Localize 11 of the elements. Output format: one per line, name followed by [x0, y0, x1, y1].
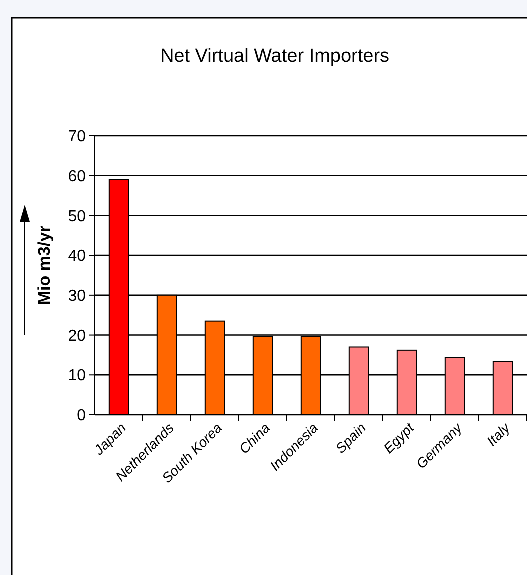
- y-tick-label: 50: [68, 208, 86, 226]
- y-tick-label: 70: [68, 128, 86, 146]
- y-tick-label: 20: [68, 328, 86, 345]
- chart-title: Net Virtual Water Importers: [160, 46, 390, 67]
- y-tick-label: 30: [68, 288, 86, 306]
- y-tick-label: 40: [68, 248, 86, 266]
- y-tick-label: 0: [77, 408, 86, 425]
- x-tick-label: Italy: [484, 419, 514, 450]
- y-axis-title: Mio m3/yr: [35, 225, 54, 306]
- y-tick-label: 10: [68, 368, 86, 385]
- y-tick-label: 60: [68, 168, 86, 186]
